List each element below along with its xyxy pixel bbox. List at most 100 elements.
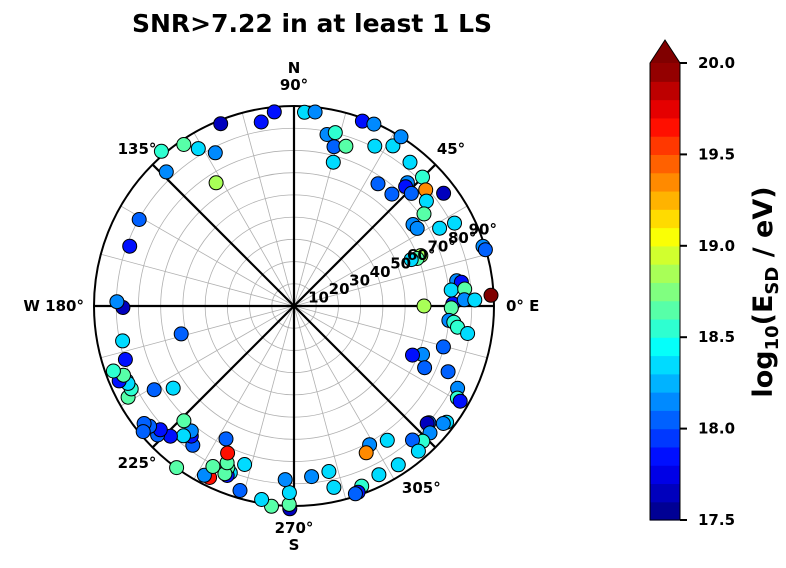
grid-spoke [100,305,295,359]
data-point [443,300,459,316]
azimuth-label: 0° E [506,297,539,315]
radial-tick-label: 40 [370,263,391,281]
data-point [218,431,234,447]
chart-title: SNR>7.22 in at least 1 LS [132,9,492,38]
data-point [403,252,419,268]
data-point [207,145,223,161]
data-point [169,460,185,476]
grid-spoke [293,305,468,407]
cardinal-label: S [289,536,300,554]
grid-spoke [193,305,295,480]
data-point [122,238,138,254]
colorbar-segment [650,282,680,302]
azimuth-label: 135° [118,140,157,158]
data-point [347,486,363,502]
colorbar-segment [650,264,680,283]
colorbar-segment [650,172,680,192]
azimuth-label: 90° [280,76,308,94]
data-point [109,294,125,310]
colorbar-label-subsd: SD [762,267,783,295]
data-point [415,169,430,185]
data-point [403,185,419,201]
data-point [176,428,191,444]
colorbar-segment [650,300,680,320]
data-point [436,185,452,201]
grid-spoke [293,305,347,500]
data-point [409,220,425,236]
data-point [176,137,192,152]
colorbar-tick-label: 19.5 [698,145,735,163]
azimuth-label: 225° [118,454,157,472]
data-point [367,138,383,154]
data-point [435,339,451,355]
data-point [115,333,131,349]
data-point [477,242,493,258]
data-points [105,104,499,517]
radial-tick-label: 30 [349,272,370,290]
sector-line [151,163,295,307]
colorbar-segment [650,501,680,521]
radial-tick-label: 20 [329,280,350,298]
data-point [416,206,432,222]
data-point [447,215,462,231]
sector-line [293,305,437,449]
radial-tick-label: 50 [390,255,411,273]
colorbar-segment [650,355,680,375]
colorbar-segment [650,337,680,357]
data-point [416,298,432,314]
data-point [405,347,420,363]
colorbar-segment [650,209,680,229]
colorbar-segment [650,190,680,210]
colorbar-extend-arrow [650,40,680,63]
grid-spoke [120,205,295,307]
data-point [358,445,374,461]
sector-line [151,305,295,449]
data-point [443,282,459,298]
colorbar-segment [650,63,680,82]
grid-spoke [100,253,295,307]
data-point [390,457,406,473]
data-point [304,469,320,485]
data-point [307,104,323,120]
data-point [467,292,483,308]
data-point [165,380,181,396]
grid-spoke [241,305,295,500]
data-point [435,416,451,431]
data-point [117,352,133,367]
colorbar-segment [650,227,680,247]
colorbar-label-sub10: 10 [762,325,783,350]
colorbar-segment [650,446,680,466]
data-point [325,154,341,170]
data-point [146,382,162,398]
radial-tick-label: 70° [428,238,456,256]
colorbar-label-log: log [748,350,779,397]
data-point [418,193,434,209]
colorbar-outline [649,39,681,521]
radial-tick-label: 60° [407,246,435,264]
radial-tick-label: 90° [469,221,497,239]
data-point [402,154,418,170]
colorbar-segment [650,117,680,137]
colorbar-segment [650,392,680,411]
data-point [232,483,248,498]
data-point [266,104,282,120]
colorbar-segment [650,465,680,485]
data-point [281,485,297,501]
colorbar-segment [650,81,680,101]
data-point [410,443,426,459]
data-point [131,212,147,227]
data-point [393,129,409,145]
data-point [452,393,468,409]
data-point [105,363,121,379]
colorbar-segment [650,245,680,265]
data-point [153,143,169,159]
grid-spoke [193,132,295,307]
data-point [460,326,476,341]
data-point [205,459,221,474]
grid-spoke [293,305,488,359]
colorbar [649,39,681,521]
colorbar-label-unit: / eV) [748,186,779,266]
